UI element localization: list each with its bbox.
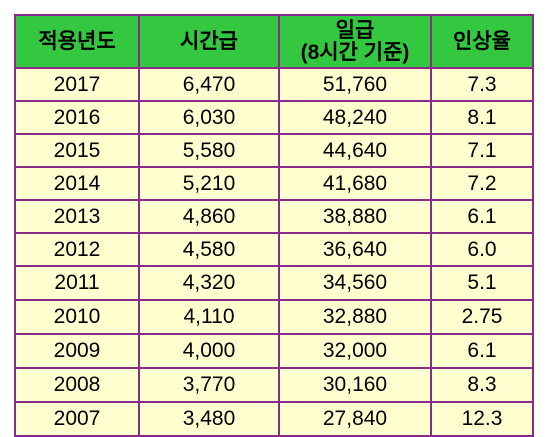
cell-increase-rate: 8.3 — [430, 367, 534, 403]
wage-table-container: 적용년도 시간급 일급 (8시간 기준) 인상율 2017 6,470 51,760… — [14, 14, 534, 437]
cell-daily-wage: 44,640 — [278, 133, 432, 168]
header-year: 적용년도 — [14, 14, 140, 69]
cell-year: 2007 — [14, 401, 140, 437]
cell-year: 2011 — [14, 265, 140, 301]
cell-daily-wage: 27,840 — [278, 401, 432, 437]
cell-hourly-wage: 4,110 — [138, 299, 280, 335]
cell-daily-wage: 30,160 — [278, 367, 432, 403]
table-row: 2015 5,580 44,640 7.1 — [14, 133, 534, 168]
header-increase-rate: 인상율 — [430, 14, 534, 69]
cell-daily-wage: 32,000 — [278, 333, 432, 369]
cell-daily-wage: 51,760 — [278, 67, 432, 102]
cell-hourly-wage: 4,580 — [138, 232, 280, 267]
table-row: 2009 4,000 32,000 6.1 — [14, 333, 534, 369]
table-row: 2008 3,770 30,160 8.3 — [14, 367, 534, 403]
cell-year: 2014 — [14, 166, 140, 201]
cell-increase-rate: 6.1 — [430, 333, 534, 369]
cell-hourly-wage: 4,860 — [138, 199, 280, 234]
cell-daily-wage: 41,680 — [278, 166, 432, 201]
cell-year: 2009 — [14, 333, 140, 369]
cell-year: 2016 — [14, 100, 140, 135]
cell-year: 2010 — [14, 299, 140, 335]
table-row: 2013 4,860 38,880 6.1 — [14, 199, 534, 234]
cell-hourly-wage: 3,770 — [138, 367, 280, 403]
cell-daily-wage: 38,880 — [278, 199, 432, 234]
cell-daily-wage: 36,640 — [278, 232, 432, 267]
header-daily-wage: 일급 (8시간 기준) — [278, 14, 432, 69]
table-row: 2014 5,210 41,680 7.2 — [14, 166, 534, 201]
cell-increase-rate: 7.2 — [430, 166, 534, 201]
cell-hourly-wage: 6,470 — [138, 67, 280, 102]
table-row: 2011 4,320 34,560 5.1 — [14, 265, 534, 301]
cell-hourly-wage: 6,030 — [138, 100, 280, 135]
cell-increase-rate: 7.1 — [430, 133, 534, 168]
cell-daily-wage: 48,240 — [278, 100, 432, 135]
cell-increase-rate: 2.75 — [430, 299, 534, 335]
header-row: 적용년도 시간급 일급 (8시간 기준) 인상율 — [14, 14, 534, 69]
cell-increase-rate: 8.1 — [430, 100, 534, 135]
table-body: 2017 6,470 51,760 7.3 2016 6,030 48,240 8.1 2015… — [14, 67, 534, 437]
cell-year: 2015 — [14, 133, 140, 168]
cell-year: 2017 — [14, 67, 140, 102]
cell-year: 2008 — [14, 367, 140, 403]
table-row: 2007 3,480 27,840 12.3 — [14, 401, 534, 437]
cell-increase-rate: 7.3 — [430, 67, 534, 102]
cell-hourly-wage: 3,480 — [138, 401, 280, 437]
cell-increase-rate: 5.1 — [430, 265, 534, 301]
cell-daily-wage: 34,560 — [278, 265, 432, 301]
cell-hourly-wage: 5,210 — [138, 166, 280, 201]
cell-increase-rate: 6.0 — [430, 232, 534, 267]
header-hourly-wage: 시간급 — [138, 14, 280, 69]
cell-increase-rate: 12.3 — [430, 401, 534, 437]
cell-hourly-wage: 4,320 — [138, 265, 280, 301]
cell-year: 2012 — [14, 232, 140, 267]
cell-year: 2013 — [14, 199, 140, 234]
table-row: 2010 4,110 32,880 2.75 — [14, 299, 534, 335]
header-daily-wage-sub: (8시간 기준) — [300, 40, 410, 64]
cell-hourly-wage: 5,580 — [138, 133, 280, 168]
table-row: 2012 4,580 36,640 6.0 — [14, 232, 534, 267]
table-row: 2016 6,030 48,240 8.1 — [14, 100, 534, 135]
cell-daily-wage: 32,880 — [278, 299, 432, 335]
cell-hourly-wage: 4,000 — [138, 333, 280, 369]
minimum-wage-table: 적용년도 시간급 일급 (8시간 기준) 인상율 2017 6,470 51,760… — [14, 14, 534, 437]
table-row: 2017 6,470 51,760 7.3 — [14, 67, 534, 102]
cell-increase-rate: 6.1 — [430, 199, 534, 234]
header-daily-wage-label: 일급 — [335, 18, 375, 42]
